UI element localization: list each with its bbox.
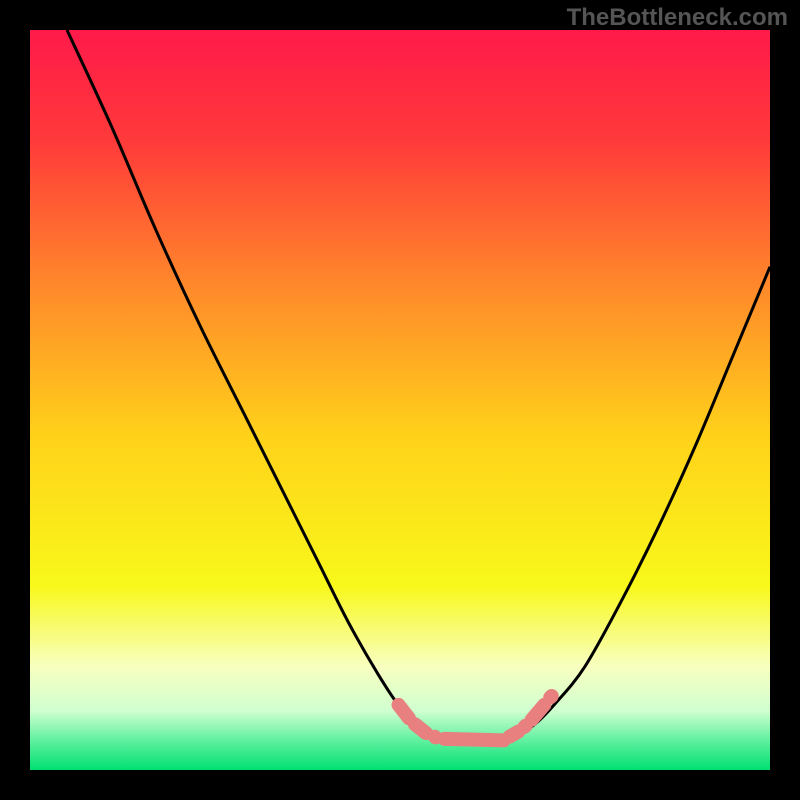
basin-marker-segment [524,726,525,727]
basin-marker-segment [510,732,519,737]
basin-marker-segment [399,705,409,718]
bottleneck-chart-svg [0,0,800,800]
source-watermark: TheBottleneck.com [567,4,788,32]
plot-background [30,30,770,770]
basin-marker-segment [444,739,503,740]
basin-marker-segment [532,705,545,720]
basin-marker-segment [415,724,426,733]
basin-marker-segment [435,737,436,738]
basin-marker-segment [550,696,551,697]
chart-container: TheBottleneck.com [0,0,800,800]
